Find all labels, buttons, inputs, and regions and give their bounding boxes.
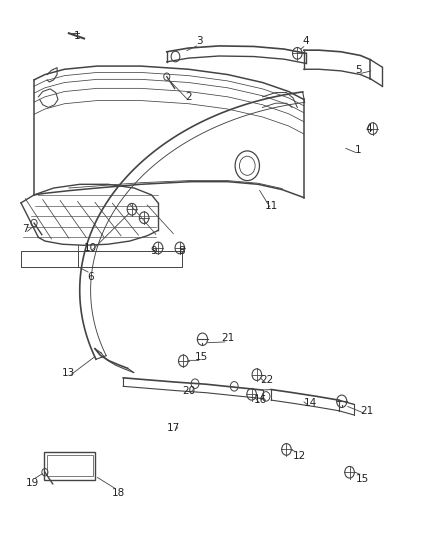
Text: 18: 18 bbox=[111, 488, 125, 498]
Text: 2: 2 bbox=[185, 92, 192, 102]
Text: 10: 10 bbox=[84, 243, 97, 253]
Text: 19: 19 bbox=[26, 478, 39, 488]
Text: 15: 15 bbox=[356, 474, 369, 483]
Text: 1: 1 bbox=[74, 31, 81, 41]
Text: 4: 4 bbox=[366, 124, 372, 134]
Text: 9: 9 bbox=[150, 246, 157, 256]
Text: 21: 21 bbox=[221, 333, 234, 343]
Text: 8: 8 bbox=[179, 246, 185, 256]
Bar bbox=[44, 452, 95, 480]
Text: 21: 21 bbox=[360, 406, 374, 416]
Text: 12: 12 bbox=[293, 451, 306, 462]
Text: 1: 1 bbox=[355, 145, 362, 155]
Text: 4: 4 bbox=[303, 36, 309, 46]
Text: 14: 14 bbox=[304, 398, 317, 408]
Text: 17: 17 bbox=[167, 423, 180, 433]
Text: 11: 11 bbox=[265, 200, 278, 211]
Text: 3: 3 bbox=[196, 36, 203, 46]
Text: 16: 16 bbox=[254, 395, 267, 405]
Text: 20: 20 bbox=[182, 386, 195, 396]
Text: 22: 22 bbox=[260, 375, 273, 385]
Text: 15: 15 bbox=[195, 352, 208, 361]
Text: 13: 13 bbox=[62, 368, 75, 377]
Text: 7: 7 bbox=[22, 224, 28, 235]
Bar bbox=[47, 455, 93, 477]
Text: 5: 5 bbox=[355, 66, 362, 75]
Text: 6: 6 bbox=[87, 272, 94, 282]
